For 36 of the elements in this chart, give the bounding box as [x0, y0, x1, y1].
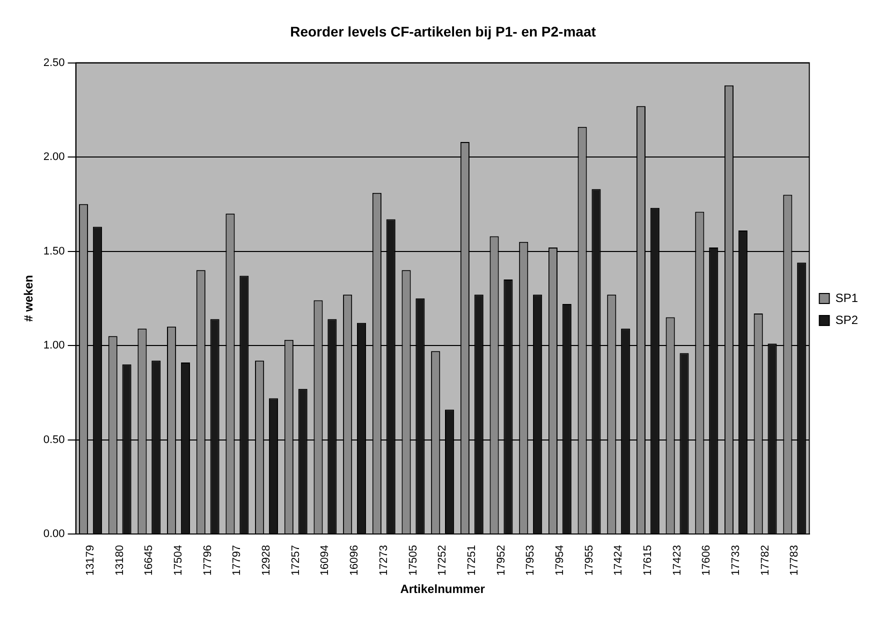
x-tick-label: 17796	[202, 545, 214, 576]
x-tick-label: 17782	[759, 545, 772, 576]
x-tick-label: 16645	[143, 545, 156, 576]
y-tick-label: 0.50	[43, 434, 65, 446]
x-tick-label: 17953	[524, 545, 537, 576]
x-tick-label: 12928	[260, 545, 273, 576]
x-tick-label: 17251	[466, 545, 478, 576]
x-tick-label: 17955	[583, 545, 596, 576]
x-tick-label: 16094	[319, 545, 332, 576]
y-axis-title: # weken	[22, 275, 36, 322]
x-tick-label: 17504	[172, 545, 185, 576]
x-tick-label: 17954	[554, 545, 566, 576]
x-tick-label: 13179	[84, 545, 97, 576]
y-tick-label: 2.50	[43, 56, 65, 69]
x-tick-label: 17733	[730, 545, 742, 576]
x-tick-label: 17783	[788, 545, 801, 576]
x-tick-label: 17797	[231, 545, 244, 576]
x-tick-label: 17257	[290, 545, 302, 576]
chart-title: Reorder levels CF-artikelen bij P1- en P2-maat	[290, 23, 596, 40]
legend-label: SP2	[835, 312, 858, 327]
x-tick-label: 17505	[407, 545, 420, 576]
x-tick-label: 16096	[348, 545, 361, 576]
legend-label: SP1	[835, 290, 858, 305]
x-tick-label: 17424	[612, 545, 625, 576]
x-tick-label: 17615	[642, 545, 654, 576]
x-tick-label: 13180	[114, 545, 126, 576]
y-tick-label: 2.00	[43, 151, 65, 164]
x-axis-title: Artikelnummer	[400, 582, 486, 596]
x-tick-label: 17252	[436, 545, 449, 576]
x-tick-label: 17273	[378, 545, 390, 576]
x-tick-label: 17952	[495, 545, 508, 576]
y-tick-label: 1.50	[43, 245, 65, 258]
y-tick-label: 1.00	[43, 340, 65, 352]
y-tick-label: 0.00	[43, 528, 65, 540]
x-tick-label: 17606	[700, 545, 713, 576]
x-tick-label: 17423	[671, 545, 684, 576]
